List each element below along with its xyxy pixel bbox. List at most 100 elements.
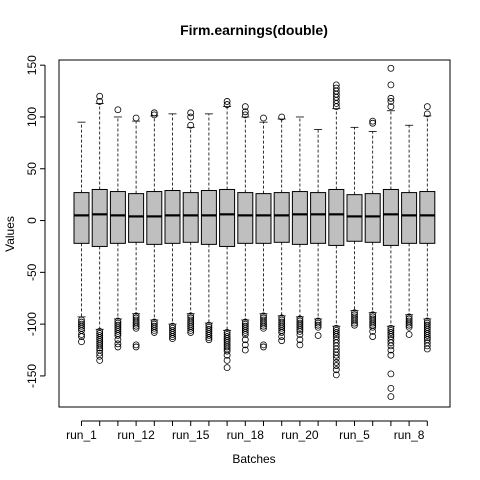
outlier-point [387,384,395,392]
box-group [346,126,363,329]
x-tick-label: run_20 [281,428,319,442]
outlier-point [332,331,340,338]
box-group [401,124,418,338]
outlier-point [387,98,395,105]
outlier-point [241,336,249,344]
y-tick-label: 100 [25,107,39,127]
box-group [200,113,217,344]
outlier-point [296,327,304,335]
outlier-point [132,320,140,328]
outlier-point [114,106,122,114]
outlier-point [223,98,231,105]
box-group [364,117,381,340]
x-tick-label: run_8 [394,428,425,442]
outlier-point [96,349,104,357]
outlier-point [260,341,267,349]
box [291,191,308,245]
outlier-point [296,323,304,331]
outlier-point [78,333,85,340]
outlier-point [387,351,395,359]
outlier-point [387,329,395,336]
outlier-point [423,103,431,111]
outlier-point [369,319,377,327]
outlier-point [114,343,122,351]
outlier-point [296,325,304,333]
outlier-point [78,331,85,338]
outlier-point [332,371,340,379]
box [346,194,363,242]
outlier-point [332,329,340,336]
outlier-point [223,347,231,355]
outlier-point [351,317,358,325]
outlier-point [387,346,395,354]
box [91,188,108,247]
x-tick-label: run_5 [339,428,370,442]
outlier-point [332,354,340,362]
outlier-point [241,326,249,334]
box-group [291,116,308,349]
outlier-point [332,366,340,374]
outlier-point [150,111,158,119]
outlier-point [241,103,249,111]
outlier-point [387,393,395,401]
box-group [382,64,399,401]
outlier-point [405,321,413,329]
outlier-point [369,327,377,335]
box [200,190,217,245]
box [164,190,181,244]
outlier-point [114,336,122,344]
outlier-point [332,359,340,366]
outlier-point [296,341,304,349]
outlier-point [78,338,85,346]
outlier-point [369,119,377,127]
outlier-point [241,341,249,349]
box-group [273,113,290,345]
box [401,192,418,244]
outlier-point [114,332,122,339]
outlier-point [132,114,140,122]
outlier-point [296,331,304,338]
x-tick-label: run_12 [117,428,155,442]
outlier-point [387,81,395,89]
outlier-point [278,113,286,121]
x-tick-label: run_15 [172,428,210,442]
outlier-point [423,332,431,339]
outlier-point [314,323,322,331]
outlier-point [423,334,431,342]
x-axis: run_1 run_12 run_15 run_18 run_20 run_5 run_8 [66,420,428,442]
box-group [91,92,108,364]
box [273,192,290,243]
outlier-point [187,329,195,336]
outlier-point [78,322,85,330]
outlier-point [150,326,158,334]
outlier-point [387,103,395,111]
outlier-point [278,329,286,336]
outlier-point [405,319,413,327]
outlier-point [223,101,231,108]
outlier-point [96,342,104,350]
box-group [419,103,436,353]
outlier-point [96,98,104,105]
box [219,188,236,247]
box-group [182,109,199,336]
outlier-point [332,362,340,369]
box [146,191,163,245]
outlier-point [114,340,122,348]
box [73,192,90,244]
outlier-point [332,351,340,359]
outlier-point [369,333,377,340]
outlier-point [351,321,358,329]
box [364,193,381,243]
box-group [128,114,145,351]
outlier-point [150,109,158,117]
outlier-point [223,351,231,359]
outlier-point [405,331,413,338]
outlier-point [260,114,267,122]
outlier-point [369,117,377,125]
outlier-point [96,344,104,352]
outlier-point [260,324,267,332]
box [237,192,254,244]
outlier-point [187,324,195,332]
outlier-point [351,319,358,327]
